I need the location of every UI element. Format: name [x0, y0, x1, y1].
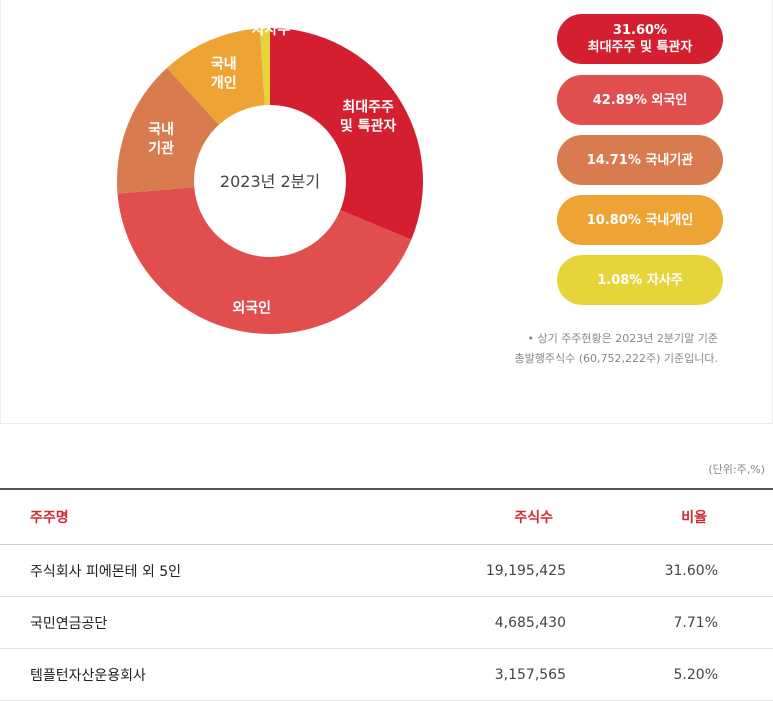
legend-line1: 42.89% 외국인 — [592, 92, 688, 108]
slice-label: 최대주주 및 특관자 — [340, 99, 397, 134]
cell-ratio: 31.60% — [664, 562, 718, 579]
header-shares: 주식수 — [514, 510, 553, 526]
table-row: 템플턴자산운용회사 3,157,565 5.20% — [0, 649, 773, 701]
cell-shares: 4,685,430 — [494, 614, 566, 631]
legend-item-domestic-individual: 10.80% 국내개인 — [557, 195, 723, 245]
cell-ratio: 7.71% — [673, 614, 718, 631]
table-header-row: 주주명 주식수 비율 — [0, 490, 773, 545]
donut-slice — [259, 28, 270, 106]
legend-line1: 31.60% — [612, 23, 668, 38]
table-row: 주식회사 피에몬테 외 5인 19,195,425 31.60% — [0, 545, 773, 597]
legend-item-treasury-stock: 1.08% 자사주 — [557, 255, 723, 305]
legend-line1: 1.08% 자사주 — [597, 272, 683, 288]
donut-slice — [117, 187, 412, 335]
legend-item-domestic-institution: 14.71% 국내기관 — [557, 135, 723, 185]
donut-slice — [167, 28, 265, 125]
legend-line2: 최대주주 및 특관자 — [587, 40, 693, 55]
note-line-1: • 상기 주주현황은 2023년 2분기말 기준 — [527, 332, 718, 345]
table-row: 국민연금공단 4,685,430 7.71% — [0, 597, 773, 649]
unit-label: (단위:주,%) — [708, 463, 765, 476]
cell-shares: 3,157,565 — [494, 666, 566, 683]
note-line-2: 총발행주식수 (60,752,222주) 기준입니다. — [514, 352, 719, 365]
legend-line1: 10.80% 국내개인 — [586, 212, 694, 228]
chart-center-title: 2023년 2분기 — [220, 172, 320, 191]
cell-name: 주식회사 피에몬테 외 5인 — [30, 563, 182, 580]
cell-ratio: 5.20% — [673, 666, 718, 683]
slice-label: 자사주 — [252, 22, 291, 38]
header-ratio: 비율 — [681, 510, 707, 526]
header-name: 주주명 — [30, 510, 69, 526]
slice-label: 국내 개인 — [211, 56, 237, 91]
slice-label: 외국인 — [232, 300, 271, 317]
donut-slice — [270, 28, 423, 240]
cell-name: 국민연금공단 — [30, 615, 108, 632]
legend-line1: 14.71% 국내기관 — [586, 152, 694, 168]
donut-slice — [117, 67, 219, 194]
cell-shares: 19,195,425 — [485, 562, 566, 579]
shareholder-table: 주주명 주식수 비율 주식회사 피에몬테 외 5인 19,195,425 31.… — [0, 488, 773, 701]
legend-item-largest-shareholder: 31.60% 최대주주 및 특관자 — [557, 14, 723, 64]
legend-item-foreign: 42.89% 외국인 — [557, 75, 723, 125]
cell-name: 템플턴자산운용회사 — [30, 667, 146, 684]
slice-label: 국내 기관 — [148, 122, 174, 157]
